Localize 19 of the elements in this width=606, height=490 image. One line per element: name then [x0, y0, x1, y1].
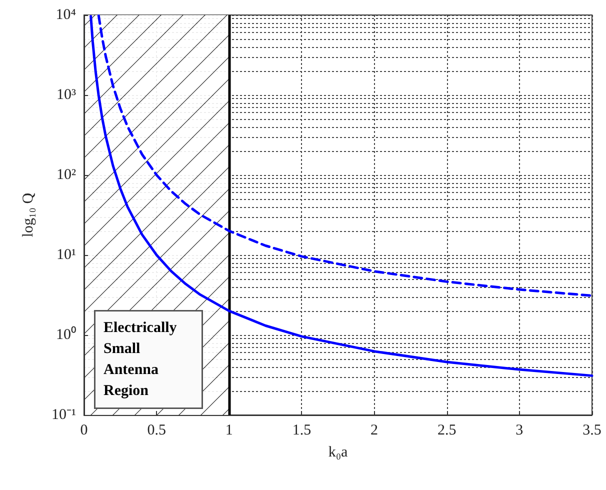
x-tick-label: 0 — [80, 422, 88, 438]
x-tick-label: 2.5 — [437, 422, 456, 438]
y-tick-label: 10⁴ — [56, 7, 76, 23]
x-tick-label: 1.5 — [292, 422, 312, 438]
y-tick-label: 10⁻¹ — [52, 407, 76, 423]
x-tick-label: 3 — [516, 422, 524, 438]
y-tick-label: 10² — [56, 167, 76, 183]
y-axis-title: log₁₀ Q — [20, 192, 36, 238]
y-tick-label: 10⁰ — [56, 326, 76, 343]
y-tick-label: 10¹ — [56, 247, 76, 263]
line-series — [97, 14, 594, 297]
x-tick-label: 0.5 — [147, 422, 166, 438]
line-series — [90, 14, 594, 377]
y-tick-label: 10³ — [56, 87, 76, 103]
x-tick-label: 2 — [370, 422, 378, 438]
x-axis-title: k₀a — [328, 444, 348, 460]
x-tick-label: 1 — [225, 422, 233, 438]
band-label: Electrically Small Antenna Region — [104, 320, 181, 399]
x-tick-label: 3.5 — [582, 422, 602, 438]
